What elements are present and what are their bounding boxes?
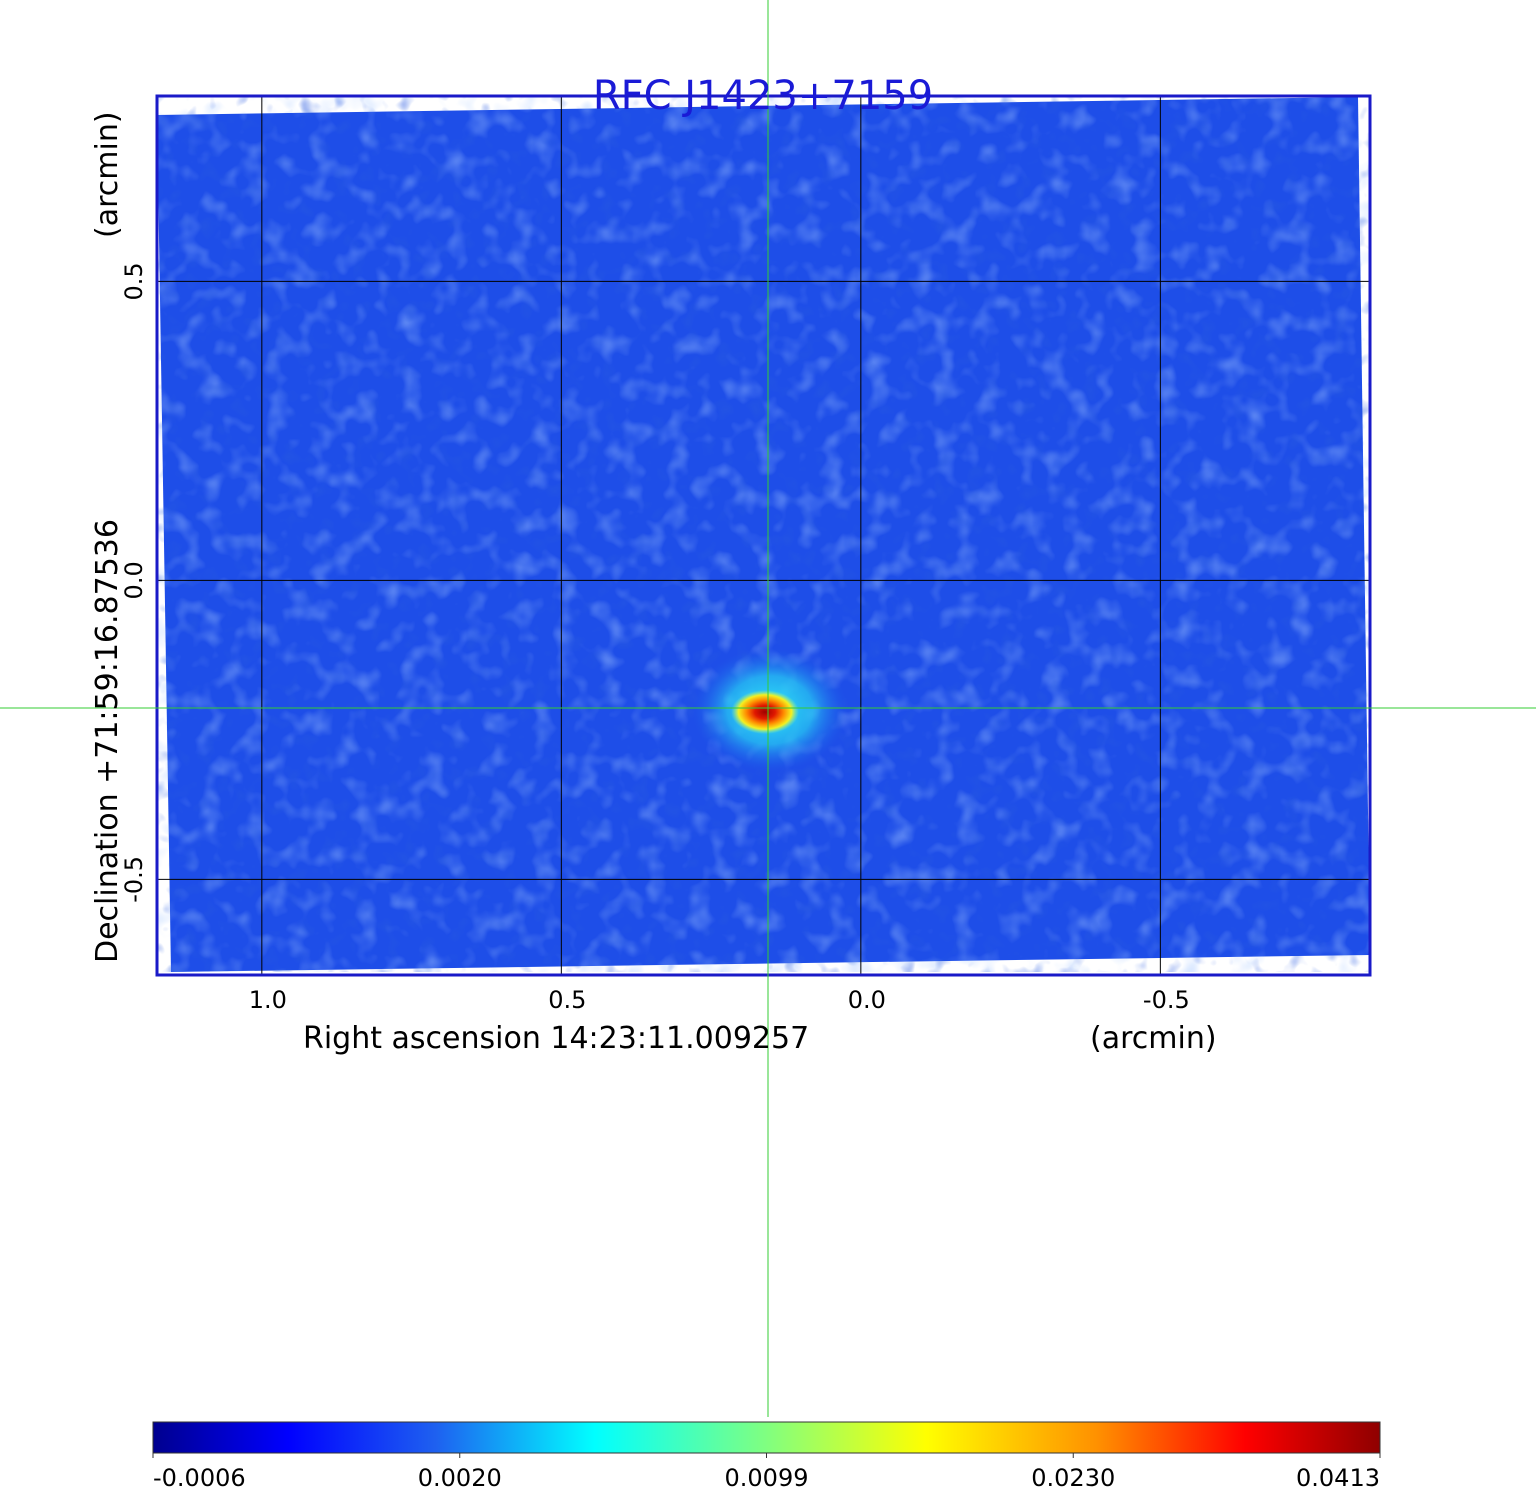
colorbar-tick-label: -0.0006 bbox=[153, 1464, 246, 1492]
image-field bbox=[157, 97, 1370, 972]
chart-title: RFC J1423+7159 bbox=[593, 73, 933, 119]
y-tick-label: -0.5 bbox=[120, 856, 148, 903]
y-tick-labels: 0.5 0.0 -0.5 bbox=[120, 262, 148, 902]
x-tick-label: 0.5 bbox=[548, 986, 586, 1014]
y-tick-label: 0.5 bbox=[120, 262, 148, 300]
colorbar: -0.0006 0.0020 0.0099 0.0230 0.0413 bbox=[152, 1421, 1381, 1492]
y-axis-unit: (arcmin) bbox=[90, 111, 125, 238]
x-tick-label: -0.5 bbox=[1143, 986, 1190, 1014]
colorbar-tick-label: 0.0020 bbox=[418, 1464, 502, 1492]
colorbar-tick-label: 0.0099 bbox=[725, 1464, 809, 1492]
grid-lines bbox=[157, 96, 1370, 975]
colorbar-tick-label: 0.0413 bbox=[1296, 1464, 1380, 1492]
x-axis-unit: (arcmin) bbox=[1090, 1021, 1217, 1056]
plot-frame bbox=[155, 94, 1372, 977]
colorbar-tick-label: 0.0230 bbox=[1031, 1464, 1115, 1492]
colorbar-gradient bbox=[153, 1422, 1380, 1453]
colorbar-ticks: -0.0006 0.0020 0.0099 0.0230 0.0413 bbox=[152, 1453, 1381, 1492]
x-tick-label: 0.0 bbox=[848, 986, 886, 1014]
x-tick-label: 1.0 bbox=[249, 986, 287, 1014]
y-axis-label: Declination +71:59:16.87536 bbox=[90, 519, 125, 963]
source-core bbox=[731, 690, 799, 734]
y-tick-label: 0.0 bbox=[120, 561, 148, 599]
x-axis-label: Right ascension 14:23:11.009257 bbox=[303, 1021, 809, 1056]
crosshair bbox=[0, 0, 1536, 1417]
image-noise-dark bbox=[157, 97, 1370, 972]
x-tick-labels: 1.0 0.5 0.0 -0.5 bbox=[249, 986, 1190, 1014]
